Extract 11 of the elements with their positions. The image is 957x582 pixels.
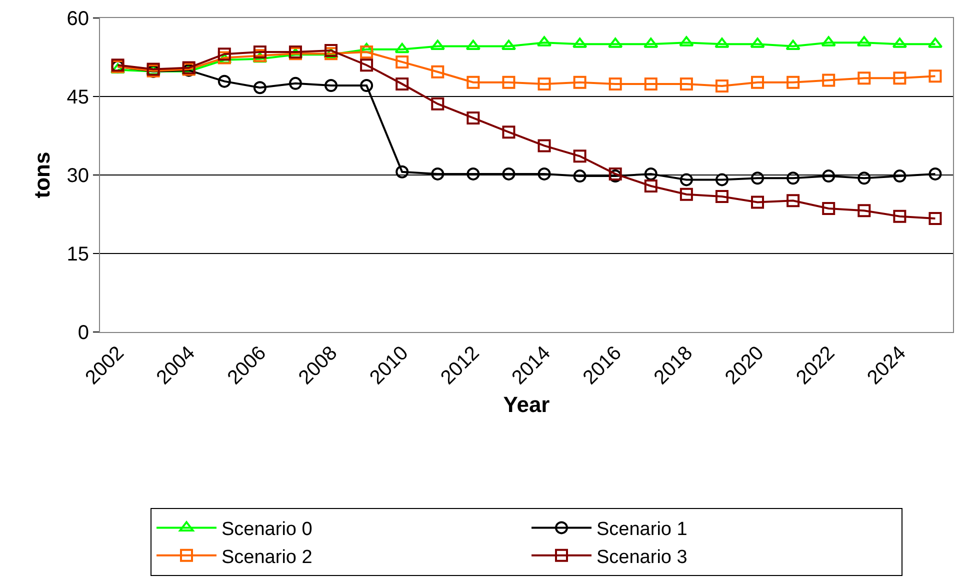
y-tick-label: 0 [78, 322, 89, 344]
y-tick-label: 45 [66, 86, 89, 108]
x-axis-title: Year [503, 392, 550, 417]
y-tick-label: 60 [66, 8, 89, 30]
legend-label: Scenario 3 [596, 546, 688, 568]
y-axis-title: tons [30, 152, 55, 198]
y-tick-label: 15 [66, 244, 89, 266]
legend-label: Scenario 2 [222, 546, 312, 568]
legend-label: Scenario 0 [222, 519, 312, 540]
y-tick-label: 30 [66, 165, 89, 187]
legend-label: Scenario 1 [596, 519, 688, 540]
